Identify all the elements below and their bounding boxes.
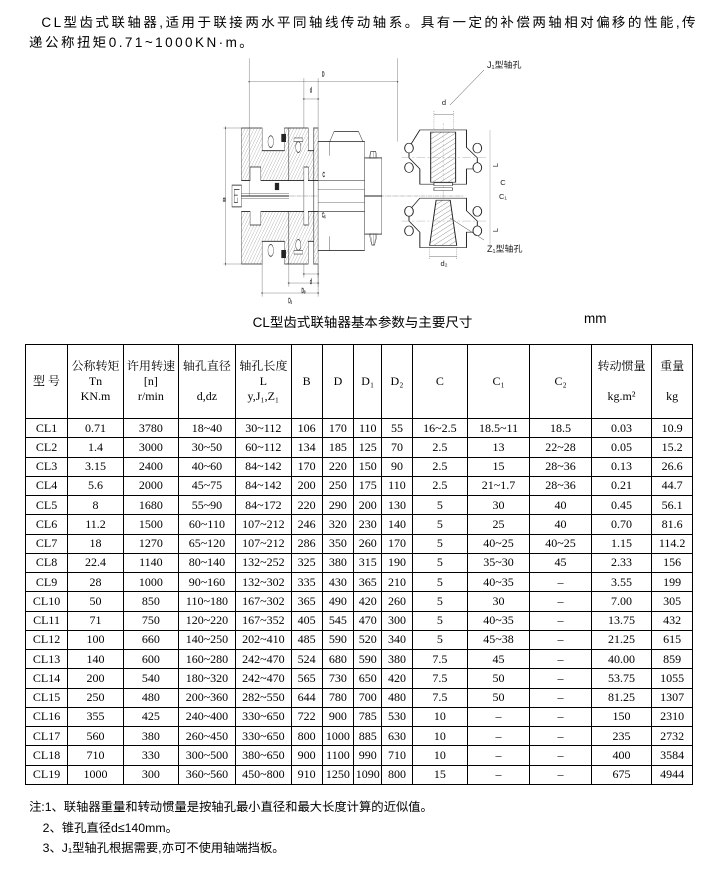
svg-text:C: C: [322, 172, 324, 180]
svg-text:C₁: C₁: [322, 213, 326, 221]
svg-text:Z₁型轴孔: Z₁型轴孔: [487, 243, 523, 254]
svg-text:J₁型轴孔: J₁型轴孔: [487, 59, 522, 70]
svg-text:C₁: C₁: [499, 192, 507, 201]
svg-text:L: L: [491, 163, 500, 167]
svg-text:D₀: D₀: [302, 288, 306, 296]
svg-text:C: C: [500, 178, 506, 187]
svg-text:d: d: [310, 279, 312, 287]
svg-text:d: d: [442, 98, 446, 107]
svg-text:d₂: d₂: [440, 259, 447, 268]
svg-text:D₁: D₁: [288, 298, 292, 306]
svg-text:L: L: [491, 228, 500, 232]
svg-text:D: D: [322, 71, 324, 79]
svg-text:d: d: [310, 88, 312, 96]
svg-text:B: B: [223, 197, 227, 202]
